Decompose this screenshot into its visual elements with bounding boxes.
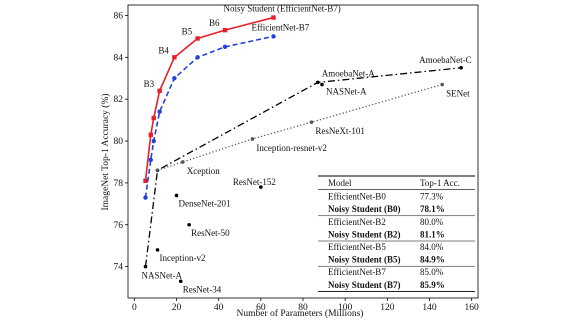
table-cell: 80.0%: [420, 217, 444, 227]
point: [151, 138, 156, 144]
point: [172, 76, 177, 81]
point-label: B3: [144, 79, 155, 89]
table-cell: 84.0%: [420, 242, 444, 252]
point: [181, 160, 185, 164]
series-line: [157, 83, 443, 171]
point: [174, 193, 179, 198]
x-tick-label: 20: [172, 303, 182, 313]
point-label: SENet: [446, 89, 470, 99]
x-axis-label: Number of Parameters (Millions): [237, 308, 364, 319]
table-cell: EfficientNet-B5: [328, 242, 386, 252]
table-header: Top-1 Acc.: [420, 178, 460, 188]
point: [148, 157, 153, 163]
point-label: Xception: [187, 166, 220, 176]
series-line: [144, 16, 274, 181]
point: [155, 168, 160, 173]
table-cell: EfficientNet-B2: [328, 217, 386, 227]
point: [440, 82, 444, 87]
point: [195, 55, 200, 60]
point: [271, 15, 276, 20]
point-label: DenseNet-201: [178, 198, 230, 208]
point: [172, 55, 177, 60]
point-label: B6: [209, 18, 220, 28]
y-tick-label: 76: [114, 221, 124, 231]
table-cell: 85.9%: [420, 280, 445, 290]
point-label: B4: [158, 45, 169, 55]
point: [148, 132, 153, 137]
point: [320, 82, 324, 87]
x-tick-label: 40: [214, 303, 224, 313]
point-label: ResNet-152: [233, 177, 276, 187]
point: [143, 195, 148, 200]
point-label: Inception-v2: [160, 253, 206, 263]
x-tick-label: 0: [132, 303, 137, 313]
point: [143, 264, 148, 269]
table-cell: 85.0%: [420, 267, 444, 277]
point: [222, 44, 228, 50]
point: [143, 178, 148, 183]
point: [157, 88, 162, 94]
series-line: [144, 35, 274, 198]
point-label: AmoebaNet-A: [322, 68, 375, 78]
table-cell: EfficientNet-B7: [328, 267, 386, 277]
point: [250, 137, 255, 141]
y-tick-label: 82: [114, 95, 124, 105]
point: [151, 115, 156, 121]
table-bg: [318, 176, 475, 293]
point-label: ResNet-34: [183, 284, 222, 294]
point: [187, 222, 191, 227]
point: [222, 27, 228, 33]
table-cell: 78.1%: [420, 204, 445, 214]
point: [459, 65, 463, 70]
point-label: ResNeXt-101: [315, 126, 365, 136]
table-cell: Noisy Student (B0): [328, 204, 401, 214]
table-header: Model: [328, 178, 352, 188]
point-label: AmoebaNet-C: [419, 55, 471, 65]
y-tick-label: 86: [114, 11, 124, 21]
table-cell: EfficientNet-B0: [328, 192, 386, 202]
series-line: [144, 67, 462, 267]
table-cell: 77.3%: [420, 192, 444, 202]
point: [195, 36, 200, 41]
table-cell: 81.1%: [420, 229, 445, 239]
point: [155, 248, 160, 252]
point: [315, 80, 320, 85]
point: [271, 34, 276, 39]
x-tick-label: 160: [465, 303, 480, 313]
table-cell: Noisy Student (B5): [328, 255, 401, 265]
point-label: ResNet-50: [191, 228, 230, 238]
point: [157, 109, 162, 114]
point-label: B5: [182, 26, 193, 36]
point: [178, 279, 183, 284]
table-cell: 84.9%: [420, 255, 445, 265]
point: [259, 185, 263, 189]
point: [309, 120, 314, 124]
point-label: NASNet-A: [142, 271, 183, 281]
point-label: Inception-resnet-v2: [256, 143, 326, 153]
x-tick-label: 100: [338, 303, 353, 313]
table-cell: Noisy Student (B2): [328, 229, 401, 239]
table-cell: Noisy Student (B7): [328, 280, 401, 290]
y-tick-label: 78: [114, 179, 124, 189]
y-tick-label: 84: [114, 53, 124, 63]
point-label: EfficientNet-B7: [251, 22, 309, 32]
x-tick-label: 140: [422, 303, 437, 313]
x-tick-label: 80: [298, 303, 308, 313]
point-label: NASNet-A: [326, 87, 367, 97]
y-tick-label: 80: [114, 137, 124, 147]
y-tick-label: 74: [114, 263, 124, 273]
x-tick-label: 120: [380, 303, 395, 313]
y-axis-label: ImageNet Top-1 Accuracy (%): [100, 93, 111, 210]
point-label: Noisy Student (EfficientNet-B7): [223, 4, 340, 14]
x-tick-label: 60: [256, 303, 266, 313]
